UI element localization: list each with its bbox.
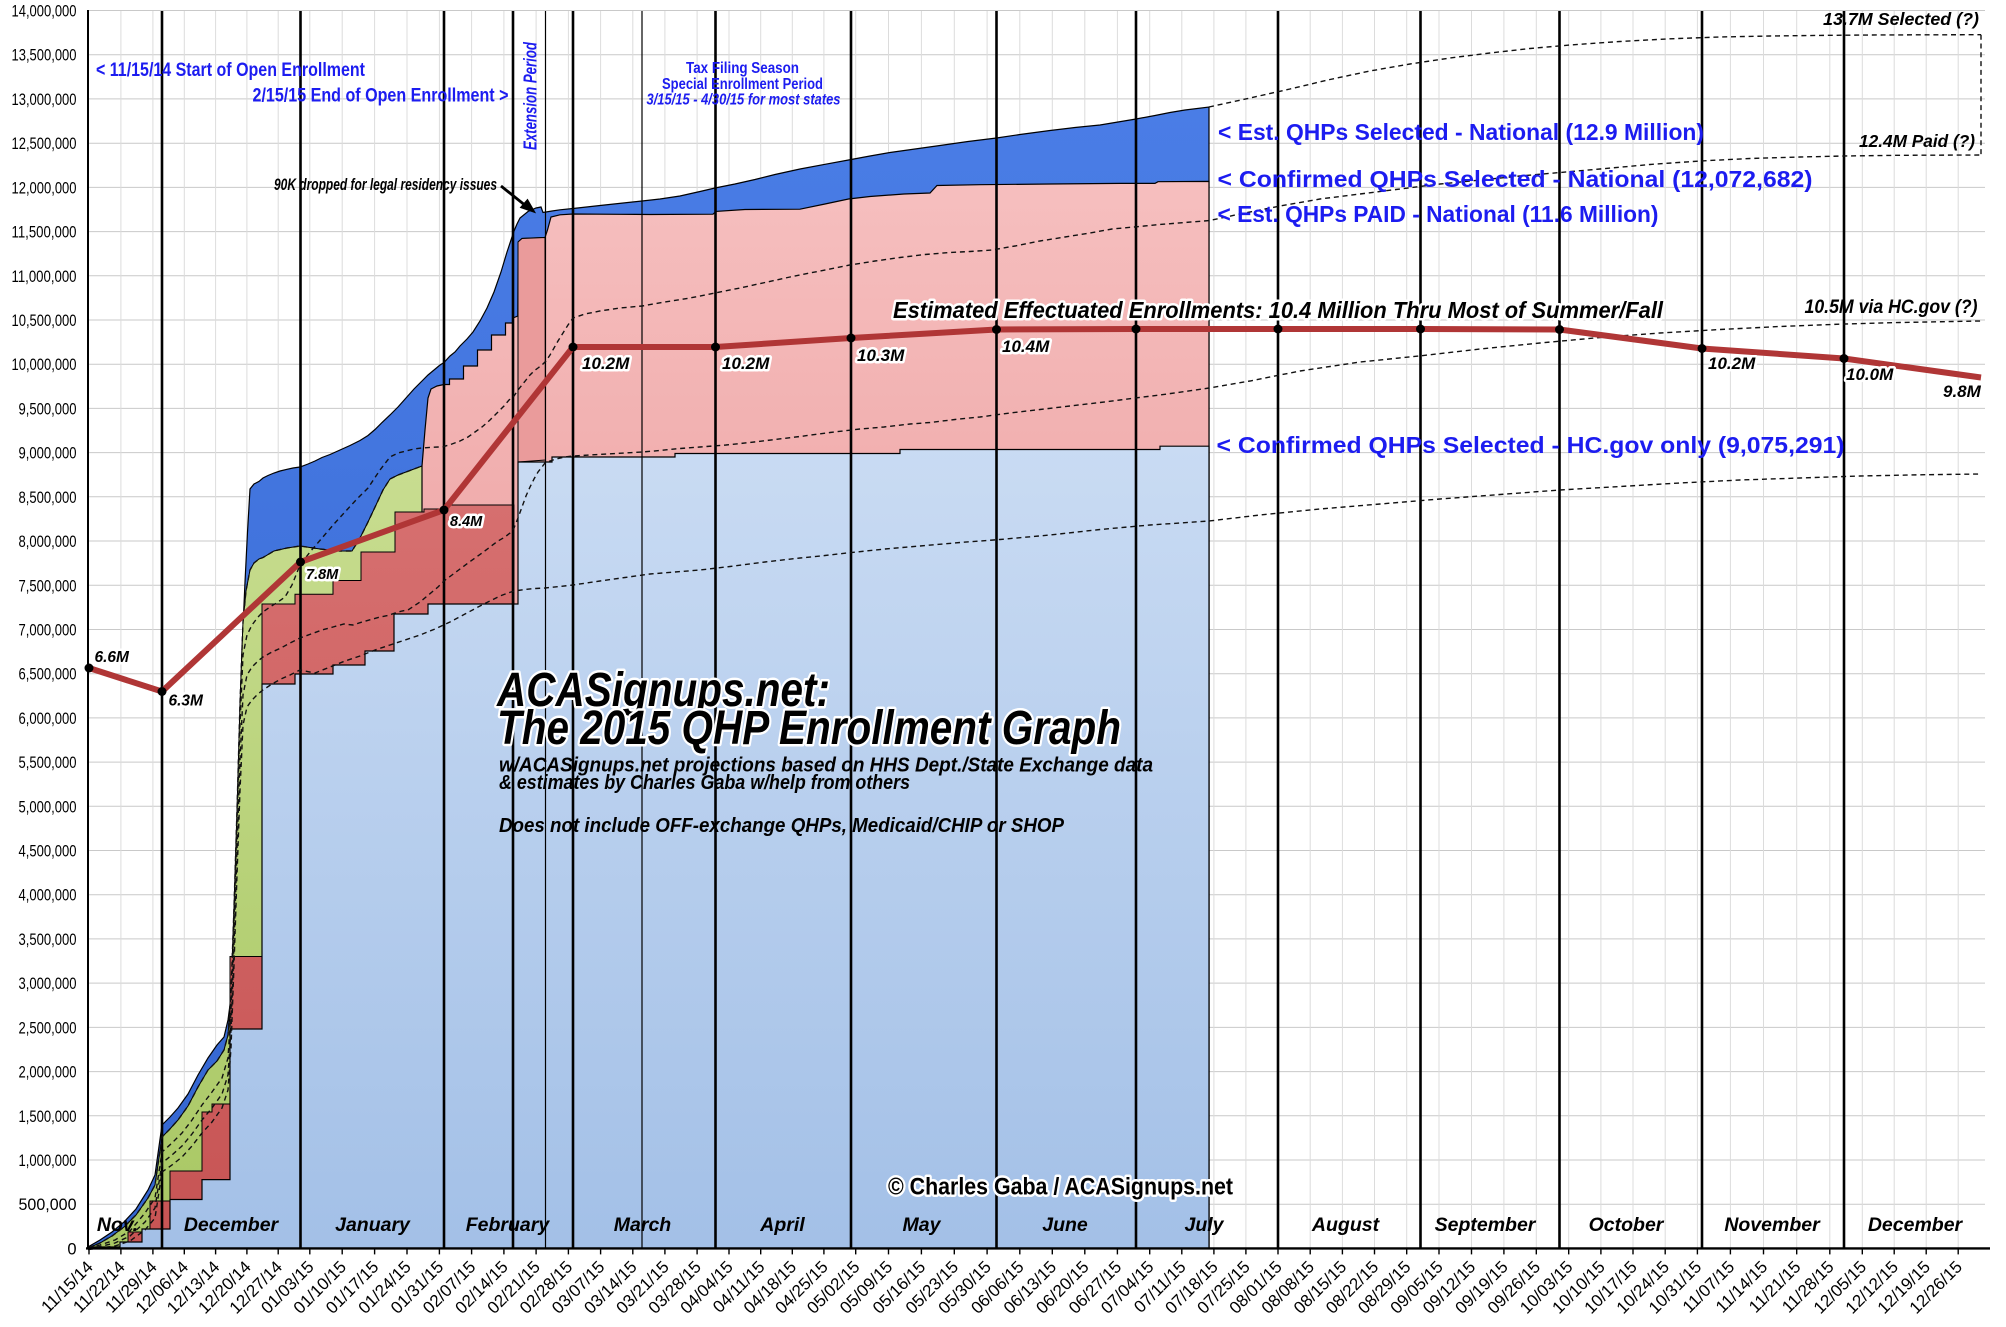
svg-text:14,000,000: 14,000,000 bbox=[12, 3, 77, 21]
svg-text:6,500,000: 6,500,000 bbox=[19, 666, 77, 684]
svg-text:Estimated Effectuated Enrollme: Estimated Effectuated Enrollments: 10.4 … bbox=[893, 297, 1664, 323]
svg-text:6.6M: 6.6M bbox=[95, 649, 131, 666]
svg-text:2/15/15 End of Open Enrollment: 2/15/15 End of Open Enrollment > bbox=[253, 85, 509, 107]
svg-text:February: February bbox=[466, 1214, 551, 1236]
svg-text:November: November bbox=[1724, 1214, 1821, 1236]
svg-text:6,000,000: 6,000,000 bbox=[19, 710, 77, 728]
svg-text:Extension Period: Extension Period bbox=[521, 41, 541, 150]
svg-text:5,500,000: 5,500,000 bbox=[19, 754, 77, 772]
svg-text:< Est. QHPs Selected - Nationa: < Est. QHPs Selected - National (12.9 Mi… bbox=[1218, 119, 1704, 145]
svg-text:August: August bbox=[1311, 1214, 1381, 1236]
svg-text:< Confirmed QHPs Selected - HC: < Confirmed QHPs Selected - HC.gov only … bbox=[1217, 432, 1845, 458]
svg-text:6.3M: 6.3M bbox=[169, 693, 205, 710]
svg-text:1,000,000: 1,000,000 bbox=[19, 1152, 77, 1170]
svg-text:September: September bbox=[1435, 1214, 1537, 1236]
svg-text:9,000,000: 9,000,000 bbox=[19, 445, 77, 463]
svg-text:10,000,000: 10,000,000 bbox=[12, 356, 77, 374]
svg-text:0: 0 bbox=[67, 1240, 76, 1258]
svg-text:3,500,000: 3,500,000 bbox=[19, 931, 77, 949]
svg-text:3/15/15 - 4/30/15 for most sta: 3/15/15 - 4/30/15 for most states bbox=[647, 92, 841, 109]
svg-text:11,500,000: 11,500,000 bbox=[12, 224, 77, 242]
svg-text:5,000,000: 5,000,000 bbox=[19, 798, 77, 816]
svg-text:< Confirmed QHPs Selected - Na: < Confirmed QHPs Selected - National (12… bbox=[1218, 166, 1813, 192]
svg-text:13.7M Selected (?): 13.7M Selected (?) bbox=[1823, 9, 1979, 29]
svg-text:10.2M: 10.2M bbox=[1708, 354, 1756, 373]
svg-text:© Charles Gaba / ACASignups.ne: © Charles Gaba / ACASignups.net bbox=[888, 1174, 1233, 1201]
svg-text:October: October bbox=[1589, 1214, 1665, 1236]
svg-text:10.2M: 10.2M bbox=[582, 354, 630, 373]
svg-text:3,000,000: 3,000,000 bbox=[19, 975, 77, 993]
svg-text:& estimates by Charles Gaba w/: & estimates by Charles Gaba w/help from … bbox=[499, 771, 910, 794]
svg-text:12,000,000: 12,000,000 bbox=[12, 179, 77, 197]
svg-text:500,000: 500,000 bbox=[19, 1196, 77, 1214]
svg-text:10.4M: 10.4M bbox=[1002, 337, 1050, 356]
svg-text:2,000,000: 2,000,000 bbox=[19, 1064, 77, 1082]
svg-text:4,000,000: 4,000,000 bbox=[19, 887, 77, 905]
svg-text:10.5M via HC.gov (?): 10.5M via HC.gov (?) bbox=[1805, 296, 1978, 318]
svg-text:Does not include OFF-exchange: Does not include OFF-exchange QHPs, Medi… bbox=[499, 814, 1064, 837]
svg-text:10.2M: 10.2M bbox=[722, 354, 770, 373]
svg-text:April: April bbox=[759, 1214, 805, 1236]
svg-text:March: March bbox=[614, 1214, 672, 1236]
svg-text:7,000,000: 7,000,000 bbox=[19, 622, 77, 640]
svg-text:10.0M: 10.0M bbox=[1846, 365, 1894, 384]
svg-text:13,500,000: 13,500,000 bbox=[12, 47, 77, 65]
svg-text:1,500,000: 1,500,000 bbox=[19, 1108, 77, 1126]
svg-text:< 11/15/14 Start of Open Enrol: < 11/15/14 Start of Open Enrollment bbox=[96, 59, 365, 81]
svg-text:July: July bbox=[1184, 1214, 1224, 1236]
svg-text:9.8M: 9.8M bbox=[1943, 382, 1982, 401]
svg-text:13,000,000: 13,000,000 bbox=[12, 91, 77, 109]
svg-text:2,500,000: 2,500,000 bbox=[19, 1019, 77, 1037]
svg-text:9,500,000: 9,500,000 bbox=[19, 400, 77, 418]
svg-text:7.8M: 7.8M bbox=[306, 567, 339, 583]
svg-text:May: May bbox=[903, 1214, 942, 1236]
svg-text:8.4M: 8.4M bbox=[450, 514, 483, 530]
svg-text:8,000,000: 8,000,000 bbox=[19, 533, 77, 551]
svg-text:10,500,000: 10,500,000 bbox=[12, 312, 77, 330]
svg-text:< Est. QHPs PAID - National (1: < Est. QHPs PAID - National (11.6 Millio… bbox=[1218, 201, 1659, 227]
svg-text:12.4M Paid (?): 12.4M Paid (?) bbox=[1859, 131, 1975, 151]
svg-text:10.3M: 10.3M bbox=[857, 346, 905, 365]
svg-text:w/ACASignups.net projections b: w/ACASignups.net projections based on HH… bbox=[499, 754, 1153, 777]
svg-text:ACASignups.net:: ACASignups.net: bbox=[496, 664, 830, 717]
svg-text:January: January bbox=[335, 1214, 411, 1236]
svg-text:The 2015 QHP Enrollment Graph: The 2015 QHP Enrollment Graph bbox=[497, 702, 1121, 755]
svg-text:Tax Filing Season: Tax Filing Season bbox=[686, 60, 799, 77]
svg-text:Special Enrollment Period: Special Enrollment Period bbox=[662, 76, 823, 93]
svg-text:8,500,000: 8,500,000 bbox=[19, 489, 77, 507]
svg-text:4,500,000: 4,500,000 bbox=[19, 843, 77, 861]
svg-text:Nov.: Nov. bbox=[97, 1214, 138, 1236]
svg-text:June: June bbox=[1042, 1214, 1088, 1236]
svg-text:December: December bbox=[1868, 1214, 1964, 1236]
svg-text:11,000,000: 11,000,000 bbox=[12, 268, 77, 286]
svg-text:December: December bbox=[184, 1214, 280, 1236]
svg-text:7,500,000: 7,500,000 bbox=[19, 577, 77, 595]
svg-text:12,500,000: 12,500,000 bbox=[12, 135, 77, 153]
svg-text:90K dropped for legal residenc: 90K dropped for legal residency issues bbox=[274, 176, 497, 194]
